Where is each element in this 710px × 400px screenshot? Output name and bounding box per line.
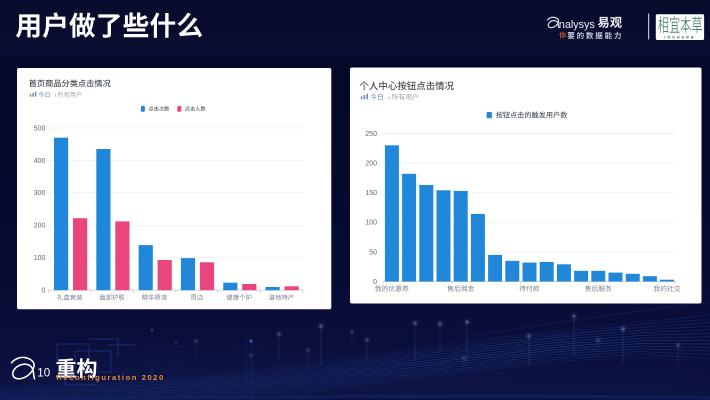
svg-text:300: 300: [34, 190, 46, 197]
svg-text:250: 250: [365, 131, 377, 138]
svg-text:INOHERB: INOHERB: [664, 35, 695, 39]
svg-text:50: 50: [369, 249, 377, 256]
svg-text:0: 0: [41, 288, 45, 295]
svg-text:500: 500: [34, 125, 46, 132]
svg-text:100: 100: [34, 255, 46, 262]
svg-text:10: 10: [37, 367, 50, 380]
svg-text:150: 150: [365, 190, 377, 197]
svg-text:100: 100: [365, 220, 377, 227]
svg-text:Reconfiguration 2020: Reconfiguration 2020: [56, 373, 164, 382]
svg-text:200: 200: [365, 161, 377, 168]
svg-text:200: 200: [34, 223, 46, 230]
svg-text:400: 400: [34, 158, 46, 165]
svg-text:0: 0: [373, 279, 377, 286]
svg-text:nalysys: nalysys: [559, 19, 596, 31]
